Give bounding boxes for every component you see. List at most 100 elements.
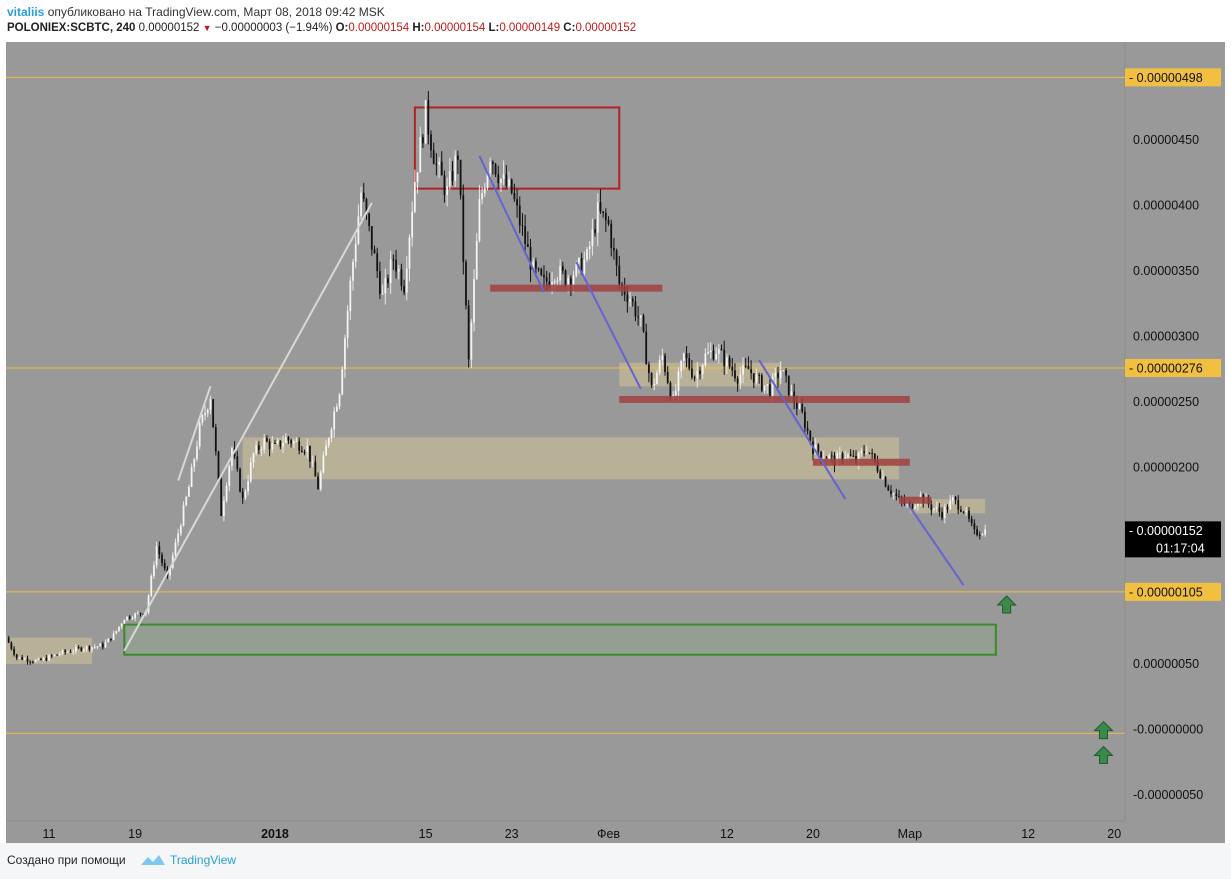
candle-body-217 bbox=[591, 229, 594, 247]
candle-body-128 bbox=[352, 262, 354, 281]
candle-body-294 bbox=[798, 404, 801, 409]
candle-body-2 bbox=[13, 648, 15, 655]
candle-body-174 bbox=[475, 240, 478, 280]
candle-body-118 bbox=[325, 445, 327, 456]
candle-body-323 bbox=[876, 461, 879, 472]
candle-body-351 bbox=[951, 497, 954, 501]
candle-body-210 bbox=[572, 275, 575, 285]
candle-body-277 bbox=[752, 373, 755, 383]
candle-body-54 bbox=[153, 565, 155, 577]
candle-body-189 bbox=[516, 199, 518, 206]
candle-body-336 bbox=[911, 504, 914, 509]
candle-body-29 bbox=[85, 646, 88, 650]
candle-body-96 bbox=[266, 438, 268, 442]
candle-body-102 bbox=[282, 442, 284, 447]
candle-body-295 bbox=[801, 404, 804, 412]
candle-body-155 bbox=[424, 100, 427, 144]
candle-body-67 bbox=[188, 486, 190, 497]
candle-body-221 bbox=[602, 211, 605, 213]
candle-body-114 bbox=[314, 461, 317, 477]
level-tag-1: - 0.00000498 bbox=[1129, 71, 1203, 85]
candle-body-343 bbox=[930, 504, 933, 510]
candle-body-97 bbox=[268, 441, 271, 450]
candle-body-58 bbox=[163, 563, 166, 569]
resistance-band-3 bbox=[812, 458, 910, 466]
candle-body-353 bbox=[957, 500, 960, 510]
y-tick-label-9: -0.00000050 bbox=[1133, 788, 1203, 802]
candle-body-95 bbox=[263, 438, 266, 450]
candle-body-148 bbox=[405, 268, 408, 293]
candle-body-77 bbox=[214, 427, 217, 452]
candle-body-100 bbox=[276, 440, 279, 444]
candle-body-195 bbox=[532, 261, 535, 270]
candle-body-157 bbox=[430, 134, 432, 151]
candle-body-147 bbox=[403, 285, 406, 293]
close-label: C: bbox=[563, 22, 576, 34]
candle-body-285 bbox=[774, 372, 777, 377]
price-chart[interactable]: 0.00000450 0.00000400 0.00000350 0.00000300… bbox=[0, 42, 1231, 843]
candle-body-131 bbox=[360, 192, 362, 217]
trendline-down-3 bbox=[758, 359, 847, 500]
candle-body-187 bbox=[510, 179, 513, 193]
candle-body-66 bbox=[185, 496, 188, 506]
candle-body-53 bbox=[150, 576, 153, 596]
candle-body-302 bbox=[820, 451, 822, 458]
candle-body-42 bbox=[120, 623, 123, 627]
plot-background bbox=[0, 42, 1231, 843]
candle-body-86 bbox=[239, 468, 241, 492]
resistance-band-2 bbox=[619, 395, 910, 403]
candle-body-331 bbox=[898, 496, 900, 498]
level-tag-bg-2 bbox=[1125, 359, 1221, 378]
x-tick-label-8: 20 bbox=[806, 827, 820, 841]
candle-body-262 bbox=[712, 350, 715, 360]
candle-body-344 bbox=[933, 508, 935, 510]
candle-body-204 bbox=[556, 280, 559, 282]
tradingview-brand[interactable]: TradingView bbox=[170, 853, 237, 867]
candle-body-309 bbox=[838, 453, 841, 455]
candle-body-225 bbox=[613, 247, 615, 251]
candle-body-179 bbox=[489, 161, 492, 173]
down-triangle-icon: ▼ bbox=[202, 23, 212, 33]
candle-body-122 bbox=[335, 406, 338, 412]
candle-body-92 bbox=[255, 445, 258, 454]
candle-body-347 bbox=[941, 511, 943, 519]
candle-body-40 bbox=[115, 630, 118, 634]
candle-body-188 bbox=[513, 192, 516, 200]
candle-body-27 bbox=[80, 647, 83, 651]
candle-body-355 bbox=[962, 511, 965, 513]
candle-body-362 bbox=[981, 534, 984, 536]
left-edge bbox=[0, 42, 6, 843]
candle-body-251 bbox=[682, 353, 685, 361]
level-tag-bg-3 bbox=[1125, 582, 1221, 601]
candle-body-126 bbox=[346, 311, 349, 339]
candle-body-38 bbox=[110, 638, 112, 640]
candle-body-106 bbox=[292, 441, 295, 444]
candle-body-130 bbox=[357, 216, 360, 244]
candle-body-82 bbox=[228, 466, 231, 486]
candle-body-190 bbox=[518, 205, 521, 226]
candle-body-137 bbox=[376, 253, 379, 272]
candle-body-263 bbox=[715, 353, 718, 360]
candle-body-117 bbox=[322, 455, 325, 473]
candle-body-280 bbox=[760, 375, 763, 391]
candle-body-160 bbox=[438, 161, 440, 165]
candle-body-142 bbox=[389, 259, 392, 284]
trendline-down-4 bbox=[908, 506, 965, 586]
candle-body-76 bbox=[212, 399, 215, 428]
candle-body-184 bbox=[502, 174, 505, 180]
candle-body-30 bbox=[88, 646, 91, 650]
y-tick-label-8: -0.00000000 bbox=[1133, 722, 1203, 736]
candle-body-216 bbox=[588, 246, 591, 250]
candle-body-31 bbox=[91, 647, 93, 650]
author-name[interactable]: vitaliis bbox=[7, 5, 45, 19]
y-tick-label-4: 0.00000300 bbox=[1133, 330, 1199, 344]
candle-body-138 bbox=[378, 271, 381, 294]
y-tick-label-2: 0.00000400 bbox=[1133, 199, 1199, 213]
resistance-band-4 bbox=[899, 496, 932, 504]
candle-body-136 bbox=[373, 249, 376, 254]
candle-body-5 bbox=[21, 657, 24, 660]
candle-body-281 bbox=[763, 385, 766, 391]
candle-body-268 bbox=[728, 357, 731, 367]
candle-body-162 bbox=[443, 175, 446, 196]
candle-body-104 bbox=[287, 437, 290, 441]
